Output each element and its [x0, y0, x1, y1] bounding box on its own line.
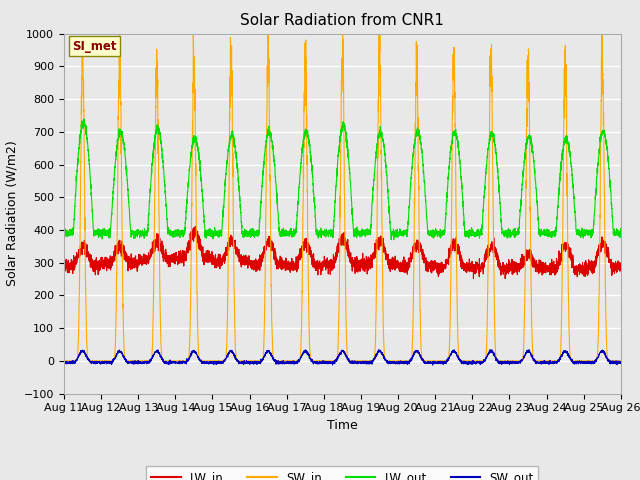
LW_in: [60, 263, 68, 269]
LW_out: [80, 116, 88, 121]
SW_out: [160, 359, 168, 364]
LW_in: [499, 260, 507, 265]
LW_out: [322, 228, 330, 234]
LW_out: [616, 231, 624, 237]
SW_in: [617, 358, 625, 364]
Line: LW_out: LW_out: [64, 119, 621, 240]
Line: SW_out: SW_out: [64, 350, 621, 365]
X-axis label: Time: Time: [327, 419, 358, 432]
SW_in: [160, 358, 168, 364]
LW_in: [470, 276, 477, 282]
SW_in: [499, 358, 506, 364]
SW_out: [616, 360, 624, 366]
LW_out: [60, 231, 68, 237]
Y-axis label: Solar Radiation (W/m2): Solar Radiation (W/m2): [5, 141, 19, 287]
SW_out: [436, 360, 444, 365]
SW_out: [322, 360, 330, 365]
LW_in: [616, 266, 624, 272]
Title: Solar Radiation from CNR1: Solar Radiation from CNR1: [241, 13, 444, 28]
LW_in: [191, 224, 199, 229]
SW_in: [598, 26, 606, 32]
SW_out: [486, 347, 494, 353]
LW_in: [322, 267, 330, 273]
LW_out: [468, 231, 476, 237]
LW_out: [617, 229, 625, 235]
LW_out: [436, 234, 444, 240]
SW_out: [429, 362, 436, 368]
LW_in: [436, 268, 444, 274]
SW_out: [617, 360, 625, 366]
SW_out: [60, 359, 68, 365]
SW_in: [616, 358, 624, 364]
SW_out: [499, 360, 507, 366]
LW_in: [467, 266, 475, 272]
LW_in: [617, 260, 625, 266]
Line: SW_in: SW_in: [64, 29, 621, 361]
LW_out: [161, 174, 168, 180]
SW_in: [322, 358, 330, 364]
LW_out: [390, 237, 397, 243]
Legend: LW_in, SW_in, LW_out, SW_out: LW_in, SW_in, LW_out, SW_out: [147, 466, 538, 480]
SW_in: [467, 358, 475, 364]
LW_in: [160, 251, 168, 257]
Line: LW_in: LW_in: [64, 227, 621, 279]
LW_out: [499, 229, 507, 235]
Text: SI_met: SI_met: [72, 40, 117, 53]
SW_in: [60, 358, 68, 364]
SW_in: [436, 358, 444, 364]
SW_out: [467, 359, 475, 365]
